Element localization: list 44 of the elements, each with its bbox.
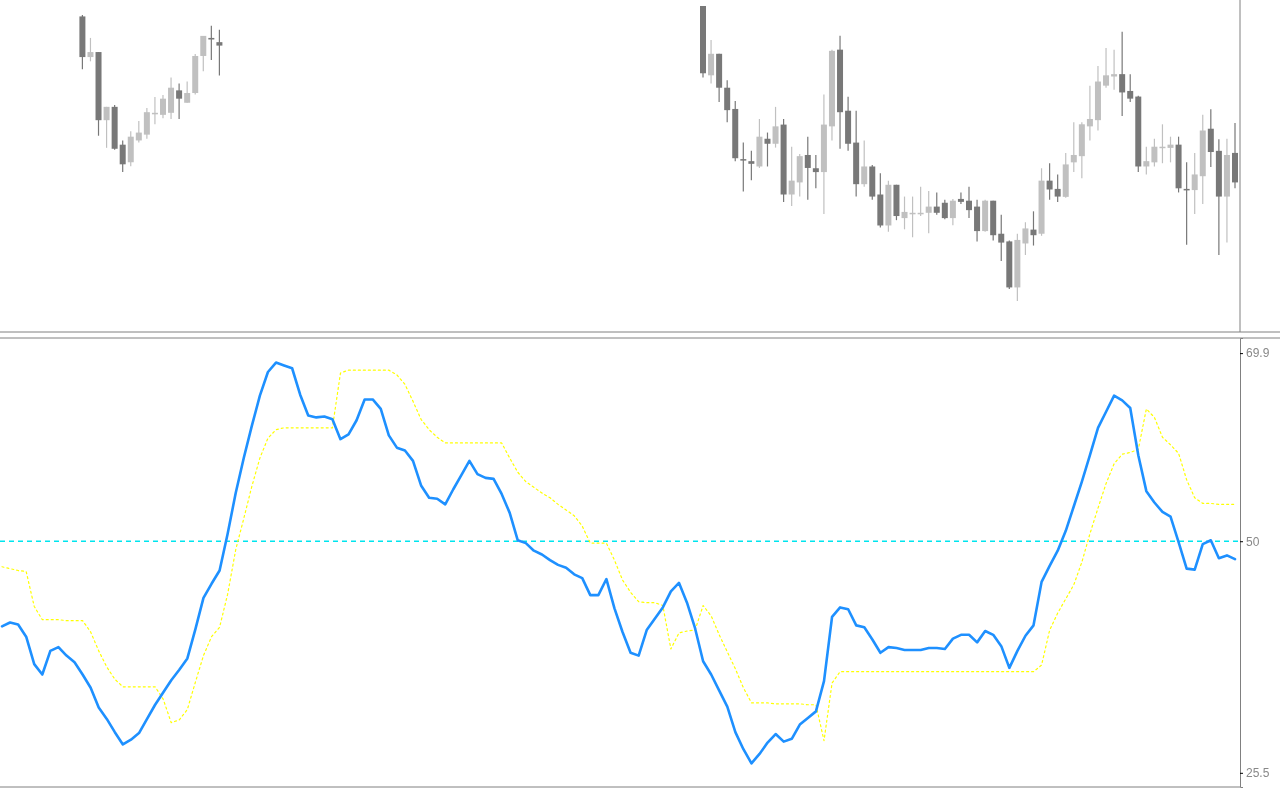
- candlestick: [708, 39, 715, 85]
- candlestick: [772, 106, 779, 149]
- candlestick: [1111, 49, 1118, 91]
- candlestick: [176, 83, 183, 120]
- candlestick: [159, 94, 166, 119]
- candlestick: [119, 139, 126, 173]
- candlestick: [933, 191, 940, 216]
- candlestick: [1022, 221, 1029, 256]
- candlestick: [1127, 73, 1134, 103]
- candlestick: [143, 107, 150, 140]
- candlestick: [925, 190, 932, 234]
- y-tick-label: 69.9: [1246, 346, 1270, 361]
- candlestick: [941, 199, 948, 220]
- y-tick-label: 25.5: [1246, 766, 1270, 781]
- candlestick: [1191, 152, 1198, 215]
- candlestick: [1143, 146, 1150, 176]
- candlestick: [812, 154, 819, 189]
- candlestick: [1167, 136, 1174, 163]
- candlestick: [1054, 173, 1061, 203]
- candlestick: [1119, 31, 1126, 117]
- candlestick: [901, 195, 908, 230]
- candlestick: [184, 80, 191, 104]
- candlestick: [949, 198, 956, 226]
- candlestick: [1086, 85, 1093, 142]
- candlestick: [861, 139, 868, 188]
- candlestick: [216, 29, 223, 77]
- candlestick: [1151, 138, 1158, 168]
- candlestick: [1046, 162, 1053, 201]
- candlestick: [103, 106, 110, 149]
- candlestick: [1103, 47, 1110, 89]
- candlestick: [200, 35, 207, 72]
- candlestick: [998, 214, 1005, 262]
- candlestick: [740, 141, 747, 193]
- candlestick: [788, 146, 795, 207]
- candlestick: [724, 79, 731, 123]
- candlestick: [966, 186, 972, 219]
- candlestick: [1207, 108, 1214, 168]
- candlestick: [1070, 121, 1077, 173]
- y-tick-label: 50: [1246, 534, 1260, 549]
- candlestick: [804, 136, 811, 201]
- candlestick: [957, 191, 964, 205]
- candlestick: [87, 37, 94, 62]
- candlestick: [748, 150, 755, 181]
- candlestick: [764, 131, 771, 168]
